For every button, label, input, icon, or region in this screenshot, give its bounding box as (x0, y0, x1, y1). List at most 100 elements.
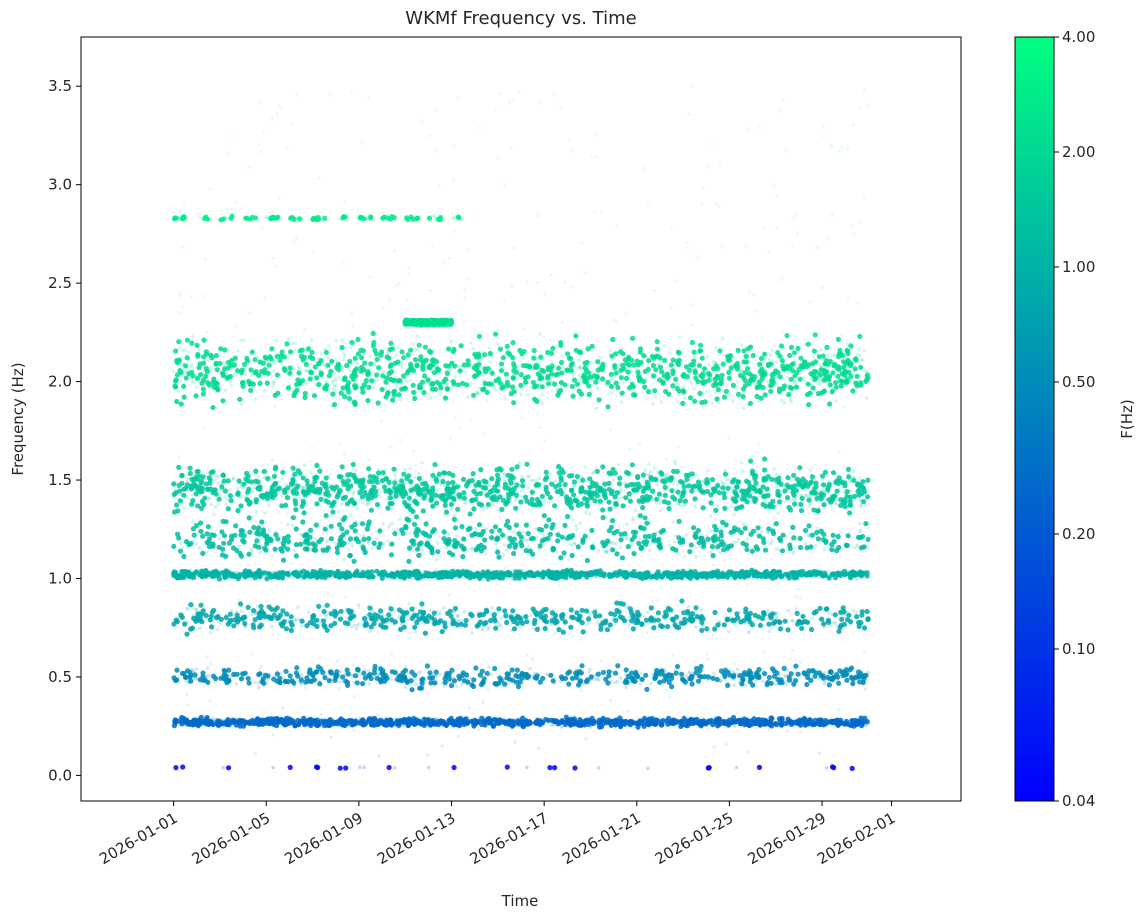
data-point (725, 485, 731, 491)
data-point (555, 538, 561, 544)
data-point (797, 376, 803, 382)
data-point (781, 360, 786, 365)
data-point (670, 370, 676, 377)
data-point (344, 529, 350, 535)
data-point (227, 493, 233, 499)
data-point (574, 381, 581, 387)
data-point (301, 510, 307, 516)
data-point (865, 536, 871, 543)
data-point (594, 468, 600, 474)
data-point (191, 334, 195, 339)
data-point (699, 374, 706, 380)
data-point (809, 378, 813, 382)
data-point (589, 490, 596, 496)
data-point (815, 508, 820, 512)
data-point (200, 386, 206, 392)
data-point (856, 347, 861, 352)
data-point (630, 392, 637, 398)
data-point (540, 393, 544, 397)
data-point (395, 345, 400, 350)
data-point (799, 493, 803, 497)
data-point (410, 382, 416, 388)
data-point (547, 531, 553, 537)
data-point (524, 362, 528, 367)
data-point (206, 475, 212, 481)
data-point (549, 481, 555, 487)
data-point (475, 391, 480, 396)
data-point (737, 369, 742, 373)
data-point (475, 390, 480, 395)
data-point (574, 524, 578, 528)
data-point (812, 355, 816, 360)
data-point (239, 338, 243, 343)
data-point (497, 377, 502, 382)
data-point (818, 367, 824, 373)
data-point (416, 385, 422, 391)
data-point (787, 507, 794, 513)
data-point (234, 361, 238, 365)
data-point (514, 464, 520, 470)
data-point (198, 478, 204, 484)
data-point (726, 375, 733, 381)
data-point (339, 464, 345, 470)
data-point (821, 482, 827, 488)
data-point (744, 478, 750, 484)
data-point (675, 483, 680, 487)
data-point (787, 352, 793, 359)
data-point (542, 625, 548, 632)
data-point (397, 575, 402, 579)
data-point (279, 548, 285, 554)
data-point (663, 488, 667, 492)
data-point (697, 342, 704, 348)
data-point (697, 480, 701, 484)
data-point (287, 370, 293, 376)
data-point (231, 362, 237, 368)
data-point (512, 530, 516, 535)
data-point (827, 573, 832, 578)
data-point (568, 487, 575, 493)
data-point (716, 400, 720, 405)
data-point (377, 528, 383, 534)
data-point (613, 380, 619, 386)
data-point (380, 351, 385, 355)
data-point (221, 533, 228, 539)
data-point (416, 342, 422, 348)
data-point (514, 476, 519, 480)
data-point (489, 528, 495, 534)
data-point (786, 484, 792, 490)
data-point (715, 375, 721, 381)
data-point (806, 402, 812, 408)
data-point (471, 506, 477, 512)
data-point (534, 364, 541, 370)
data-point (307, 376, 313, 382)
data-point (519, 543, 525, 549)
data-point (769, 476, 775, 482)
data-point (448, 501, 454, 507)
data-point (793, 379, 797, 383)
data-point (271, 573, 277, 580)
data-point (739, 504, 745, 510)
data-point (416, 542, 422, 548)
data-point (468, 381, 473, 385)
data-point (290, 476, 296, 483)
data-point (385, 391, 391, 397)
data-point (449, 360, 454, 365)
data-point (540, 358, 544, 362)
data-point (645, 571, 651, 577)
data-point (471, 392, 477, 398)
data-point (476, 358, 481, 362)
data-point (489, 370, 495, 376)
data-point (866, 569, 870, 574)
data-point (791, 472, 797, 478)
data-point (486, 381, 492, 387)
data-point (841, 490, 846, 495)
data-point (790, 361, 796, 367)
data-point (484, 365, 488, 370)
data-point (543, 487, 549, 493)
data-point (381, 570, 386, 575)
data-point (624, 522, 629, 526)
data-point (179, 541, 183, 546)
data-point (835, 373, 841, 379)
data-point (747, 485, 751, 489)
data-point (298, 353, 305, 359)
